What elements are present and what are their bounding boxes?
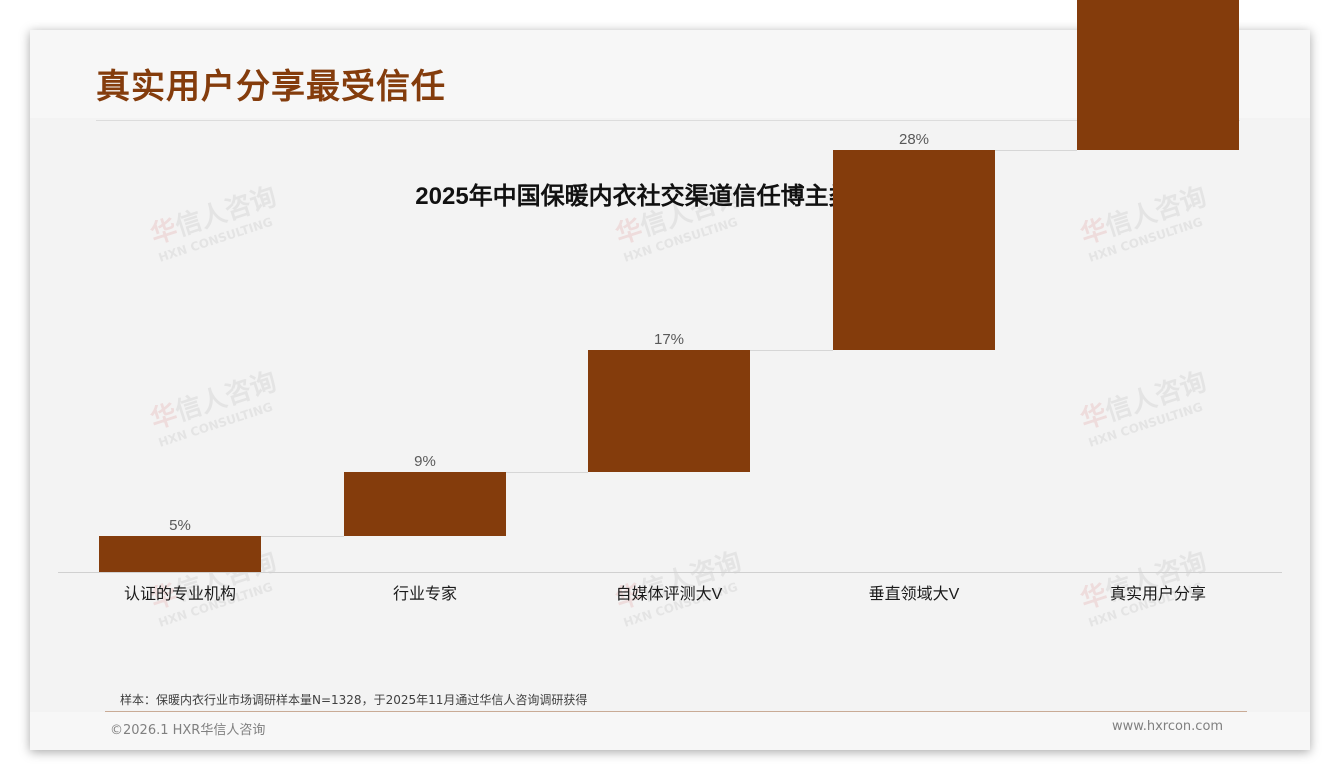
category-label: 认证的专业机构 xyxy=(123,586,236,603)
connector-line xyxy=(261,536,344,538)
bar xyxy=(588,350,750,472)
website-link[interactable]: www.hxrcon.com xyxy=(1112,719,1224,734)
copyright-text: ©2026.1 HXR华信人咨询 xyxy=(110,723,266,738)
x-axis-line xyxy=(58,572,1282,573)
value-label: 28% xyxy=(898,130,930,148)
bar xyxy=(99,536,261,572)
footer-divider xyxy=(105,711,1247,712)
category-label: 自媒体评测大V xyxy=(615,586,723,603)
value-label: 17% xyxy=(653,331,685,349)
bar xyxy=(344,471,506,537)
category-label: 行业专家 xyxy=(392,586,457,603)
footer-band xyxy=(30,712,1310,750)
category-label: 垂直领域大V xyxy=(868,586,960,603)
chart-title: 2025年中国保暖内衣社交渠道信任博主类型分布 xyxy=(415,183,925,210)
slide: 真实用户分享最受信任 华信人咨询 HXN CONSULTING 华信人咨询 HXN… xyxy=(30,0,1310,750)
sample-note: 样本：保暖内衣行业市场调研样本量N=1328，于2025年11月通过华信人咨询调… xyxy=(120,693,588,707)
connector-line xyxy=(995,149,1077,151)
category-label: 真实用户分享 xyxy=(1109,586,1206,603)
value-label: 5% xyxy=(169,517,191,535)
page-title: 真实用户分享最受信任 xyxy=(96,67,446,107)
bar xyxy=(1077,0,1239,150)
value-label: 9% xyxy=(414,452,436,470)
connector-line xyxy=(506,471,588,473)
connector-line xyxy=(750,350,833,352)
bar xyxy=(833,149,995,351)
header-divider xyxy=(96,120,1240,121)
